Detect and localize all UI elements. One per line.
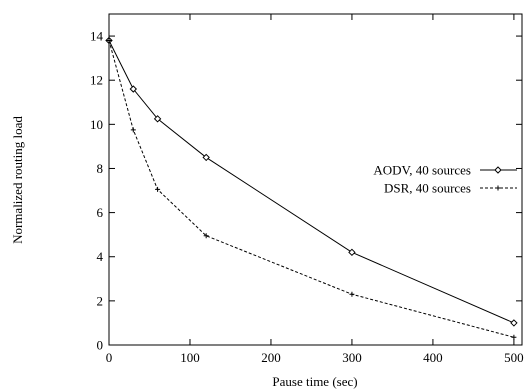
y-tick-label: 8 (97, 161, 104, 176)
data-point (202, 153, 210, 162)
x-axis-ticks: 0 100 200 300 400 500 (106, 14, 524, 365)
x-tick-label: 400 (423, 350, 443, 365)
y-axis-ticks: 0 2 4 6 8 10 12 14 (90, 29, 522, 353)
data-point (203, 233, 209, 239)
y-tick-label: 6 (97, 205, 104, 220)
x-tick-label: 100 (180, 350, 200, 365)
data-point (510, 319, 518, 327)
series-line-0 (108, 40, 515, 324)
legend-marker (494, 166, 502, 174)
y-tick-label: 12 (90, 73, 103, 88)
y-tick-label: 0 (97, 338, 104, 353)
series-line-1 (108, 40, 515, 338)
x-tick-label: 500 (504, 350, 524, 365)
x-tick-label: 300 (342, 350, 362, 365)
data-point (129, 85, 138, 93)
legend-label: DSR, 40 sources (384, 181, 471, 196)
x-axis-label: Pause time (sec) (272, 374, 357, 389)
data-point (155, 186, 161, 192)
y-tick-label: 2 (97, 293, 104, 308)
data-point (130, 127, 136, 133)
x-tick-label: 200 (261, 350, 281, 365)
series-layer (105, 36, 518, 340)
data-point (349, 291, 355, 297)
plot-frame (108, 13, 523, 346)
data-point (106, 37, 112, 43)
legend-label: AODV, 40 sources (373, 163, 471, 178)
x-tick-label: 0 (106, 350, 113, 365)
data-point (153, 115, 162, 123)
legend: AODV, 40 sources DSR, 40 sources (373, 163, 517, 196)
y-tick-label: 10 (90, 117, 103, 132)
y-tick-label: 14 (90, 29, 104, 44)
data-point (348, 248, 356, 257)
y-tick-label: 4 (97, 249, 104, 264)
legend-marker (495, 185, 501, 191)
data-point (511, 334, 517, 340)
y-axis-label: Normalized routing load (10, 116, 25, 244)
